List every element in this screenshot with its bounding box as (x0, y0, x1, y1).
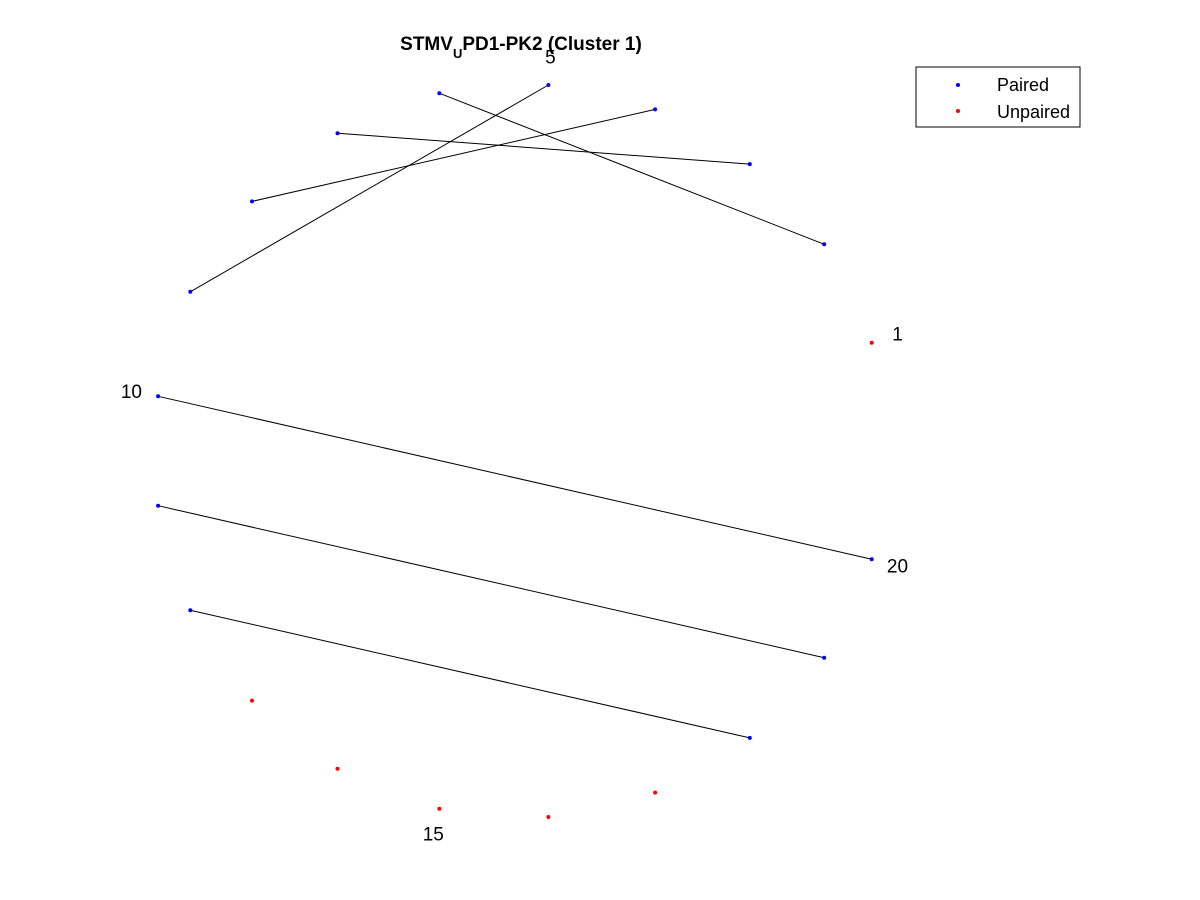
nodes (156, 83, 874, 819)
legend-marker-paired (956, 83, 960, 87)
node-label-20: 20 (887, 557, 908, 578)
node-label-5: 5 (545, 48, 556, 69)
node-2 (822, 242, 827, 247)
pair-line-12-18 (190, 609, 750, 739)
node-3 (747, 162, 752, 167)
node-9 (188, 289, 193, 294)
node-label-10: 10 (121, 382, 142, 403)
node-16 (546, 815, 551, 819)
node-18 (747, 735, 752, 740)
node-20 (869, 557, 874, 562)
node-17 (653, 790, 658, 795)
legend-box (915, 66, 1081, 128)
chart-title: STMVUPD1-PK2 (Cluster 1) (400, 34, 642, 61)
node-4 (653, 107, 658, 112)
title-main: STMV (400, 34, 453, 55)
node-12 (188, 608, 193, 613)
legend-label-unpaired: Unpaired (997, 102, 1070, 122)
pair-line-2-6 (439, 92, 825, 245)
pair-lines (157, 84, 872, 739)
node-label-1: 1 (892, 324, 903, 345)
node-6 (437, 91, 442, 96)
node-19 (822, 655, 827, 660)
pair-line-4-8 (251, 108, 656, 202)
legend-label-paired: Paired (997, 75, 1049, 95)
legend: Paired Unpaired (915, 66, 1081, 128)
node-11 (156, 503, 161, 508)
pair-line-10-20 (157, 395, 872, 560)
pair-line-11-19 (157, 505, 825, 659)
node-13 (250, 698, 254, 703)
pair-line-3-7 (337, 132, 750, 165)
node-5 (546, 83, 551, 87)
node-15 (437, 806, 442, 811)
title-rest: PD1-PK2 (Cluster 1) (462, 34, 642, 55)
node-1 (869, 340, 874, 345)
node-8 (250, 199, 254, 204)
node-label-15: 15 (423, 825, 444, 846)
pair-line-5-9 (190, 84, 549, 293)
node-10 (156, 394, 161, 399)
title-subscript: U (453, 46, 462, 61)
legend-marker-unpaired (956, 109, 960, 113)
node-7 (335, 131, 340, 136)
node-14 (335, 766, 340, 771)
